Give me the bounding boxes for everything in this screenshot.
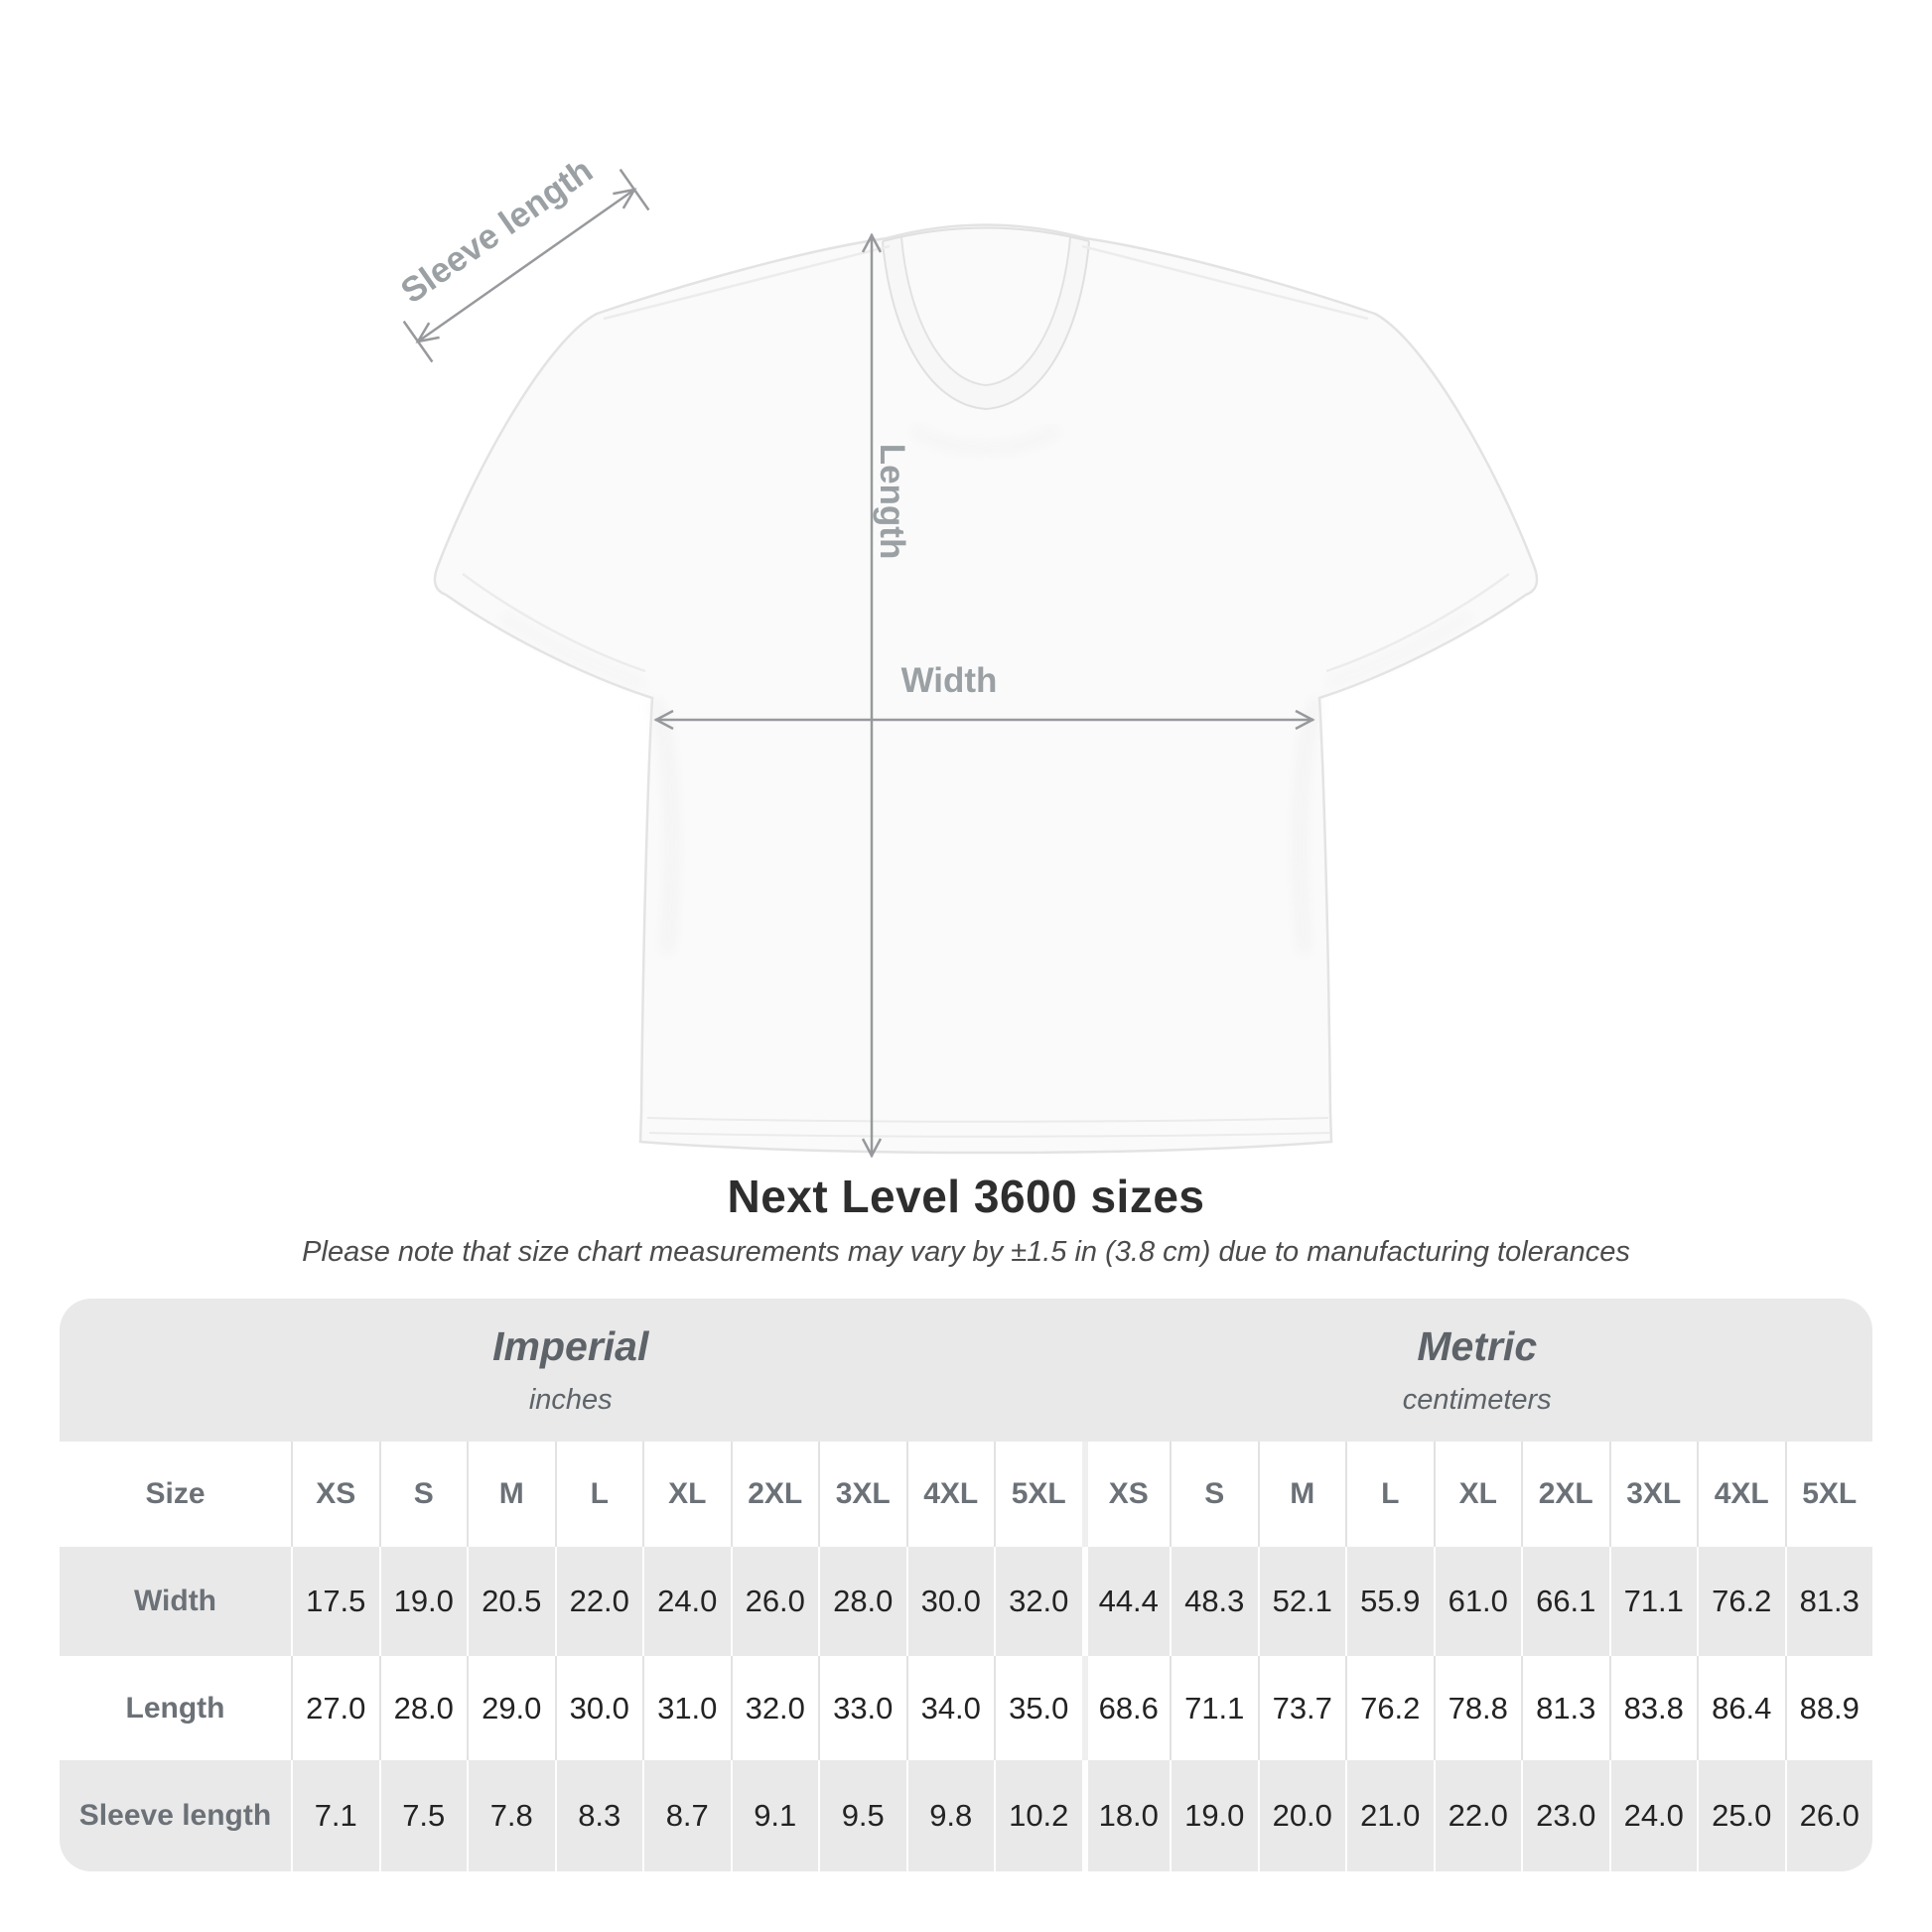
cell-sleeve-length-imperial-s: 7.5	[378, 1760, 467, 1871]
imperial-band: Imperial inches	[60, 1299, 1082, 1442]
cell-length-metric-3xl: 83.8	[1608, 1656, 1697, 1760]
cell-width-imperial-5xl: 32.0	[994, 1547, 1082, 1656]
cell-sleeve-length-imperial-2xl: 9.1	[730, 1760, 818, 1871]
cell-length-imperial-xl: 31.0	[642, 1656, 731, 1760]
cell-sleeve-length-imperial-l: 8.3	[554, 1760, 642, 1871]
cell-sleeve-length-imperial-3xl: 9.5	[818, 1760, 906, 1871]
cell-width-imperial-4xl: 30.0	[905, 1547, 994, 1656]
width-label: Width	[901, 661, 998, 700]
cell-sleeve-length-metric-3xl: 24.0	[1608, 1760, 1697, 1871]
cell-length-metric-xs: 68.6	[1081, 1656, 1170, 1760]
cell-sleeve-length-imperial-5xl: 10.2	[994, 1760, 1082, 1871]
cell-length-metric-l: 76.2	[1345, 1656, 1434, 1760]
cell-sleeve-length-metric-xl: 22.0	[1433, 1760, 1521, 1871]
cell-length-imperial-l: 30.0	[554, 1656, 642, 1760]
page-subtitle: Please note that size chart measurements…	[302, 1236, 1630, 1268]
row-label-width: Width	[60, 1547, 291, 1656]
cell-sleeve-length-metric-l: 21.0	[1345, 1760, 1434, 1871]
seams	[462, 244, 1510, 673]
tshirt-diagram: Sleeve length Length Width	[394, 151, 1539, 1159]
metric-band: Metric centimeters	[1081, 1299, 1872, 1442]
imperial-label: Imperial	[492, 1323, 649, 1369]
cell-sleeve-length-imperial-m: 7.8	[467, 1760, 555, 1871]
cell-length-imperial-m: 29.0	[467, 1656, 555, 1760]
metric-unit: centimeters	[1402, 1384, 1552, 1416]
cell-sleeve-length-imperial-xs: 7.1	[291, 1760, 379, 1871]
collar	[882, 226, 1090, 411]
cell-width-imperial-3xl: 28.0	[818, 1547, 906, 1656]
cell-width-metric-4xl: 76.2	[1697, 1547, 1785, 1656]
size-header-metric-xs: XS	[1081, 1442, 1170, 1547]
length-label: Length	[873, 444, 911, 560]
cell-length-metric-m: 73.7	[1257, 1656, 1345, 1760]
size-header-metric-4xl: 4XL	[1697, 1442, 1785, 1547]
size-header-imperial-5xl: 5XL	[994, 1442, 1082, 1547]
cell-sleeve-length-metric-2xl: 23.0	[1521, 1760, 1609, 1871]
cell-length-metric-5xl: 88.9	[1784, 1656, 1872, 1760]
size-header-imperial-xs: XS	[291, 1442, 379, 1547]
cell-sleeve-length-metric-5xl: 26.0	[1784, 1760, 1872, 1871]
sleeve-length-arrow	[402, 168, 650, 363]
cell-width-metric-m: 52.1	[1257, 1547, 1345, 1656]
size-header-imperial-s: S	[378, 1442, 467, 1547]
tshirt-outline	[433, 223, 1539, 1155]
size-header-metric-xl: XL	[1433, 1442, 1521, 1547]
cell-length-metric-xl: 78.8	[1433, 1656, 1521, 1760]
cell-width-metric-xs: 44.4	[1081, 1547, 1170, 1656]
cell-width-metric-s: 48.3	[1170, 1547, 1258, 1656]
cell-width-metric-3xl: 71.1	[1608, 1547, 1697, 1656]
size-column-header: Size	[60, 1442, 291, 1547]
cell-width-metric-5xl: 81.3	[1784, 1547, 1872, 1656]
size-header-metric-m: M	[1257, 1442, 1345, 1547]
cell-length-metric-4xl: 86.4	[1697, 1656, 1785, 1760]
cell-sleeve-length-metric-s: 19.0	[1170, 1760, 1258, 1871]
cell-sleeve-length-imperial-xl: 8.7	[642, 1760, 731, 1871]
imperial-unit: inches	[528, 1384, 613, 1416]
cell-length-imperial-s: 28.0	[378, 1656, 467, 1760]
cell-width-imperial-xs: 17.5	[291, 1547, 379, 1656]
cell-sleeve-length-metric-m: 20.0	[1257, 1760, 1345, 1871]
cell-width-metric-l: 55.9	[1345, 1547, 1434, 1656]
size-header-imperial-2xl: 2XL	[730, 1442, 818, 1547]
cell-length-imperial-2xl: 32.0	[730, 1656, 818, 1760]
page-title: Next Level 3600 sizes	[727, 1171, 1205, 1222]
cell-length-metric-2xl: 81.3	[1521, 1656, 1609, 1760]
cell-sleeve-length-metric-4xl: 25.0	[1697, 1760, 1785, 1871]
cell-sleeve-length-metric-xs: 18.0	[1081, 1760, 1170, 1871]
size-table-grid: Imperial inches Metric centimeters Size X…	[60, 1299, 1872, 1871]
size-header-metric-2xl: 2XL	[1521, 1442, 1609, 1547]
cell-width-metric-2xl: 66.1	[1521, 1547, 1609, 1656]
cell-width-metric-xl: 61.0	[1433, 1547, 1521, 1656]
cell-length-imperial-xs: 27.0	[291, 1656, 379, 1760]
size-header-metric-5xl: 5XL	[1784, 1442, 1872, 1547]
hem-stitch	[646, 1117, 1331, 1138]
cell-width-imperial-l: 22.0	[554, 1547, 642, 1656]
cell-length-imperial-4xl: 34.0	[905, 1656, 994, 1760]
cell-length-metric-s: 71.1	[1170, 1656, 1258, 1760]
cell-width-imperial-s: 19.0	[378, 1547, 467, 1656]
size-header-metric-s: S	[1170, 1442, 1258, 1547]
size-header-imperial-m: M	[467, 1442, 555, 1547]
cell-width-imperial-2xl: 26.0	[730, 1547, 818, 1656]
size-header-metric-l: L	[1345, 1442, 1434, 1547]
size-header-metric-3xl: 3XL	[1608, 1442, 1697, 1547]
cell-length-imperial-5xl: 35.0	[994, 1656, 1082, 1760]
cell-length-imperial-3xl: 33.0	[818, 1656, 906, 1760]
size-header-imperial-3xl: 3XL	[818, 1442, 906, 1547]
dimension-lines	[402, 168, 1315, 1159]
row-label-sleeve-length: Sleeve length	[60, 1760, 291, 1871]
cell-width-imperial-xl: 24.0	[642, 1547, 731, 1656]
cell-sleeve-length-imperial-4xl: 9.8	[905, 1760, 994, 1871]
row-label-length: Length	[60, 1656, 291, 1760]
cell-width-imperial-m: 20.5	[467, 1547, 555, 1656]
width-arrow	[653, 709, 1315, 731]
size-header-imperial-4xl: 4XL	[905, 1442, 994, 1547]
shirt-shading	[499, 426, 1472, 954]
metric-label: Metric	[1417, 1323, 1538, 1369]
size-header-imperial-xl: XL	[642, 1442, 731, 1547]
length-arrow	[861, 232, 883, 1159]
size-header-imperial-l: L	[554, 1442, 642, 1547]
